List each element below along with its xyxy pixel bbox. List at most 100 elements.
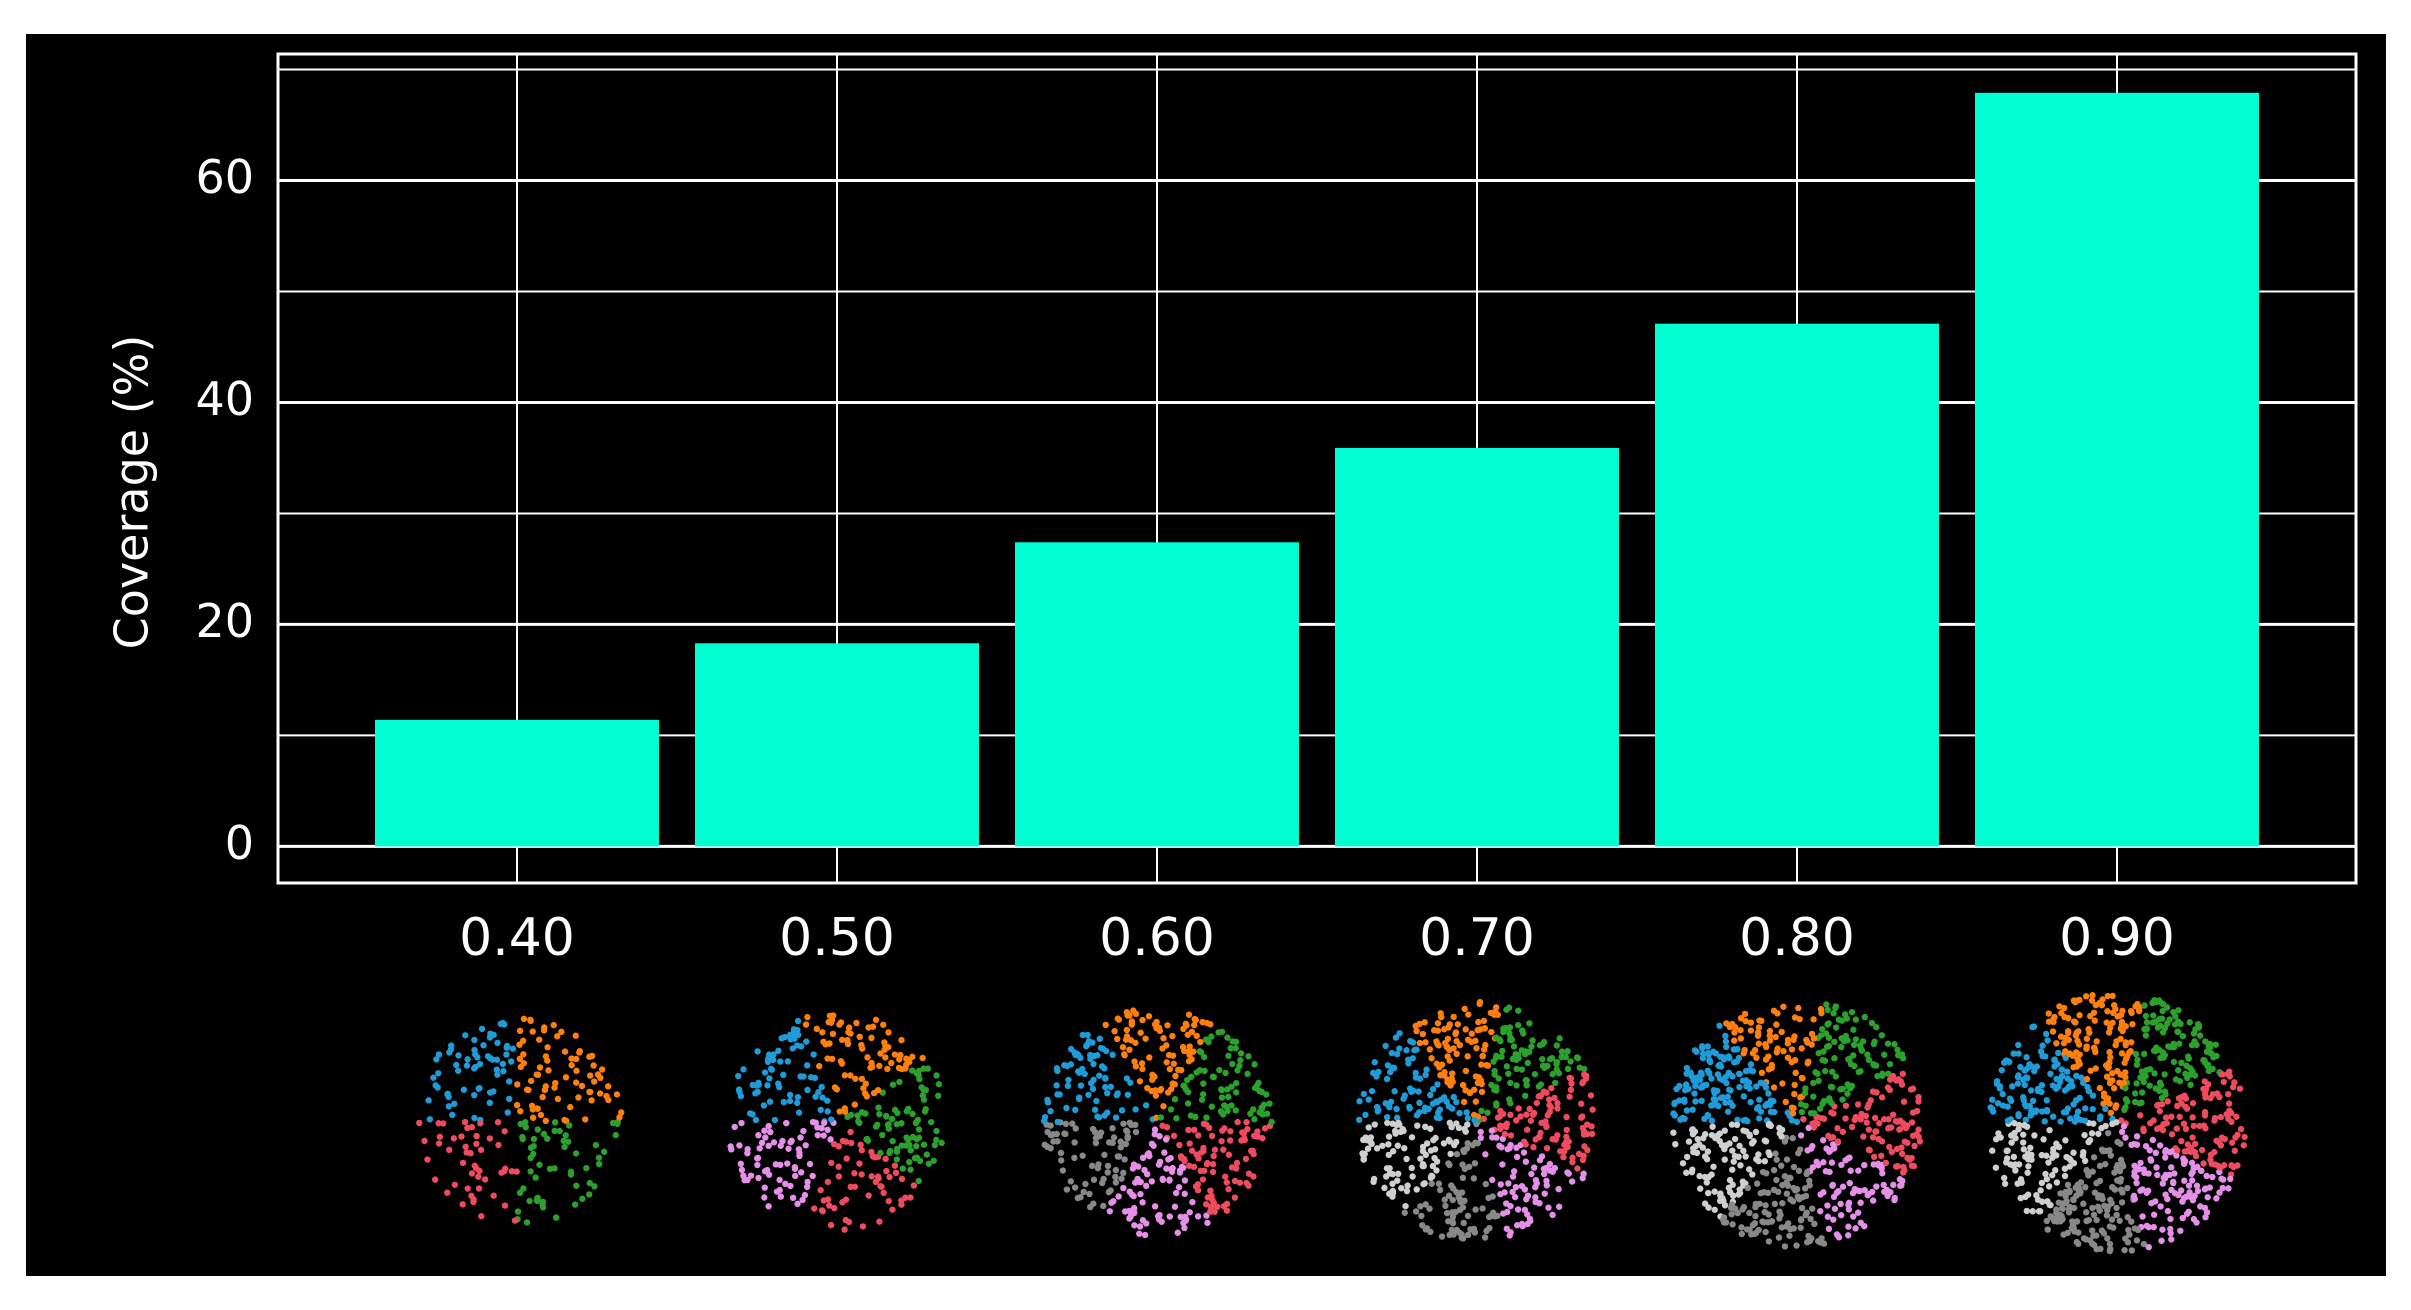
node-dot: [892, 1169, 900, 1177]
node-dot: [573, 1055, 580, 1063]
node-dot: [1237, 1050, 1245, 1057]
node-dot: [1820, 1240, 1828, 1247]
node-dot: [1183, 1022, 1190, 1029]
node-dot: [1478, 1080, 1485, 1088]
node-dot: [2049, 1082, 2057, 1089]
node-dot: [533, 1071, 540, 1078]
node-dot: [1545, 1096, 1553, 1103]
node-dot: [2075, 1240, 2082, 1248]
node-dot: [1128, 1121, 1135, 1129]
node-dot: [1106, 1208, 1114, 1215]
node-dot: [1874, 1072, 1881, 1080]
node-dot: [1788, 1104, 1796, 1111]
node-dot: [573, 1067, 580, 1075]
node-dot: [2051, 1056, 2058, 1063]
node-dot: [2189, 1134, 2196, 1141]
node-dot: [1870, 1040, 1878, 1048]
node-dot: [1866, 1146, 1873, 1154]
node-dot: [1082, 1180, 1089, 1188]
node-dot: [2096, 1115, 2104, 1123]
node-dot: [2049, 1028, 2057, 1035]
node-dot: [749, 1111, 756, 1118]
node-dot: [1899, 1055, 1907, 1062]
node-dot: [561, 1116, 568, 1124]
node-dot: [1464, 1231, 1472, 1239]
node-dot: [1741, 1046, 1748, 1054]
node-dot: [1419, 1030, 1427, 1038]
node-dot: [1121, 1156, 1128, 1163]
node-dot: [1224, 1034, 1231, 1041]
node-dot: [1401, 1092, 1409, 1099]
node-dot: [1184, 1031, 1191, 1038]
node-dot: [519, 1133, 526, 1141]
node-dot: [435, 1070, 442, 1077]
node-dot: [1151, 1131, 1158, 1138]
node-dot: [1796, 1015, 1803, 1023]
node-dot: [2088, 1227, 2096, 1234]
node-dot: [1187, 1112, 1195, 1119]
x-tick-label: 0.40: [459, 908, 575, 968]
node-dot: [1579, 1156, 1587, 1164]
node-dot: [1722, 1073, 1730, 1080]
node-dot: [1087, 1055, 1094, 1062]
node-dot: [1515, 1021, 1522, 1029]
node-dot: [1805, 1124, 1812, 1132]
node-dot: [1225, 1186, 1232, 1193]
node-dot: [1776, 1215, 1783, 1222]
node-dot: [551, 1127, 558, 1135]
node-dot: [1549, 1135, 1556, 1143]
node-dot: [1385, 1141, 1392, 1148]
node-dot: [1186, 1140, 1193, 1147]
node-dot: [2044, 1226, 2051, 1233]
node-dot: [1063, 1186, 1071, 1193]
node-dot: [1854, 1209, 1862, 1216]
node-dot: [2201, 1078, 2208, 1085]
node-dot: [1735, 1070, 1743, 1078]
bar: [1335, 447, 1619, 847]
node-dot: [2124, 1239, 2132, 1246]
node-dot: [1568, 1178, 1576, 1185]
node-dot: [1169, 1032, 1176, 1040]
node-dot: [2090, 1211, 2098, 1219]
node-dot: [1554, 1105, 1561, 1112]
node-dot: [520, 1059, 527, 1067]
node-dot: [1824, 1213, 1832, 1220]
node-dot: [468, 1170, 476, 1177]
node-dot: [1816, 1105, 1824, 1112]
node-dot: [2137, 1159, 2144, 1167]
node-dot: [1416, 1075, 1424, 1082]
node-dot: [2142, 1032, 2150, 1039]
node-dot: [895, 1064, 903, 1072]
node-dot: [856, 1033, 863, 1041]
node-dot: [1446, 1161, 1453, 1169]
node-dot: [2106, 1240, 2114, 1248]
node-dot: [464, 1185, 471, 1192]
node-dot: [2137, 1187, 2144, 1194]
node-dot: [872, 1016, 880, 1024]
node-dot: [842, 1196, 850, 1203]
node-dot: [493, 1066, 500, 1073]
node-dot: [1747, 1098, 1754, 1106]
bar: [695, 643, 979, 847]
node-dot: [738, 1166, 746, 1174]
node-dot: [1798, 1204, 1806, 1212]
node-dot: [1900, 1169, 1907, 1176]
node-dot: [2129, 1021, 2136, 1028]
node-dot: [2063, 1068, 2071, 1075]
node-dot: [1394, 1177, 1401, 1184]
node-dot: [906, 1158, 913, 1166]
node-dot: [1446, 1057, 1453, 1064]
node-dot: [1142, 1035, 1149, 1042]
node-dot: [2158, 1101, 2166, 1108]
node-dot: [1044, 1143, 1051, 1151]
node-dot: [444, 1189, 451, 1196]
node-dot: [2164, 1207, 2172, 1215]
node-dot: [1450, 1093, 1457, 1101]
node-dot: [856, 1160, 863, 1167]
node-dot: [1838, 1043, 1845, 1051]
node-dot: [1076, 1094, 1083, 1101]
node-dot: [2122, 1134, 2129, 1141]
node-dot: [2202, 1213, 2209, 1221]
node-dot: [2028, 1063, 2035, 1070]
node-dot: [1165, 1051, 1173, 1059]
